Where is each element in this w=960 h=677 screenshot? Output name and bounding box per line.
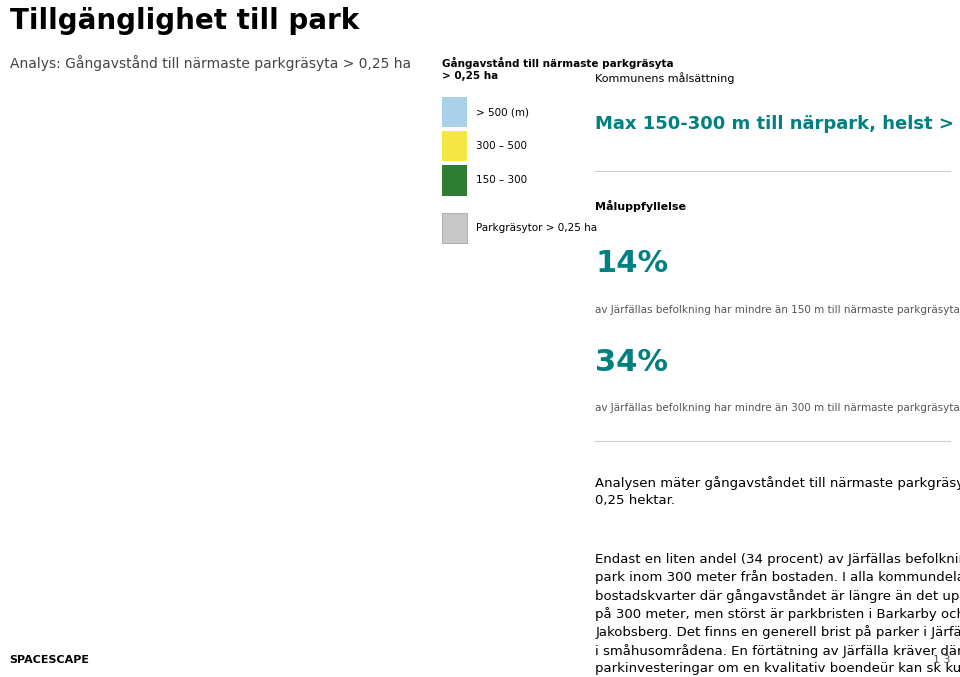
- Text: Analysen mäter gångavståndet till närmaste parkgräsyta större än
0,25 hektar.: Analysen mäter gångavståndet till närmas…: [595, 477, 960, 507]
- Text: Tillgänglighet till park: Tillgänglighet till park: [10, 7, 359, 35]
- Text: 34%: 34%: [595, 348, 668, 377]
- Text: Kommunens målsättning: Kommunens målsättning: [595, 72, 734, 83]
- Text: Parkgräsytor > 0,25 ha: Parkgräsytor > 0,25 ha: [476, 223, 597, 233]
- Text: SPACESCAPE: SPACESCAPE: [10, 655, 89, 665]
- Text: Måluppfyllelse: Måluppfyllelse: [595, 200, 686, 212]
- FancyBboxPatch shape: [442, 97, 467, 127]
- Text: Endast en liten andel (34 procent) av Järfällas befolkning når en
park inom 300 : Endast en liten andel (34 procent) av Jä…: [595, 552, 960, 675]
- Text: 300 – 500: 300 – 500: [476, 141, 527, 151]
- Text: av Järfällas befolkning har mindre än 150 m till närmaste parkgräsyta > 0,25 ha: av Järfällas befolkning har mindre än 15…: [595, 305, 960, 315]
- FancyBboxPatch shape: [442, 213, 467, 243]
- Text: Gångavstånd till närmaste parkgräsyta
> 0,25 ha: Gångavstånd till närmaste parkgräsyta > …: [442, 57, 673, 81]
- FancyBboxPatch shape: [442, 165, 467, 196]
- Text: Analys: Gångavstånd till närmaste parkgräsyta > 0,25 ha: Analys: Gångavstånd till närmaste parkgr…: [10, 56, 411, 71]
- FancyBboxPatch shape: [442, 131, 467, 161]
- Text: Max 150-300 m till närpark, helst > 1 ha: Max 150-300 m till närpark, helst > 1 ha: [595, 115, 960, 133]
- Text: 150 – 300: 150 – 300: [476, 175, 527, 185]
- Text: 14%: 14%: [595, 249, 668, 278]
- Text: > 500 (m): > 500 (m): [476, 107, 529, 117]
- Text: 1 3: 1 3: [933, 655, 950, 665]
- Text: av Järfällas befolkning har mindre än 300 m till närmaste parkgräsyta > 0,25 ha: av Järfällas befolkning har mindre än 30…: [595, 403, 960, 414]
